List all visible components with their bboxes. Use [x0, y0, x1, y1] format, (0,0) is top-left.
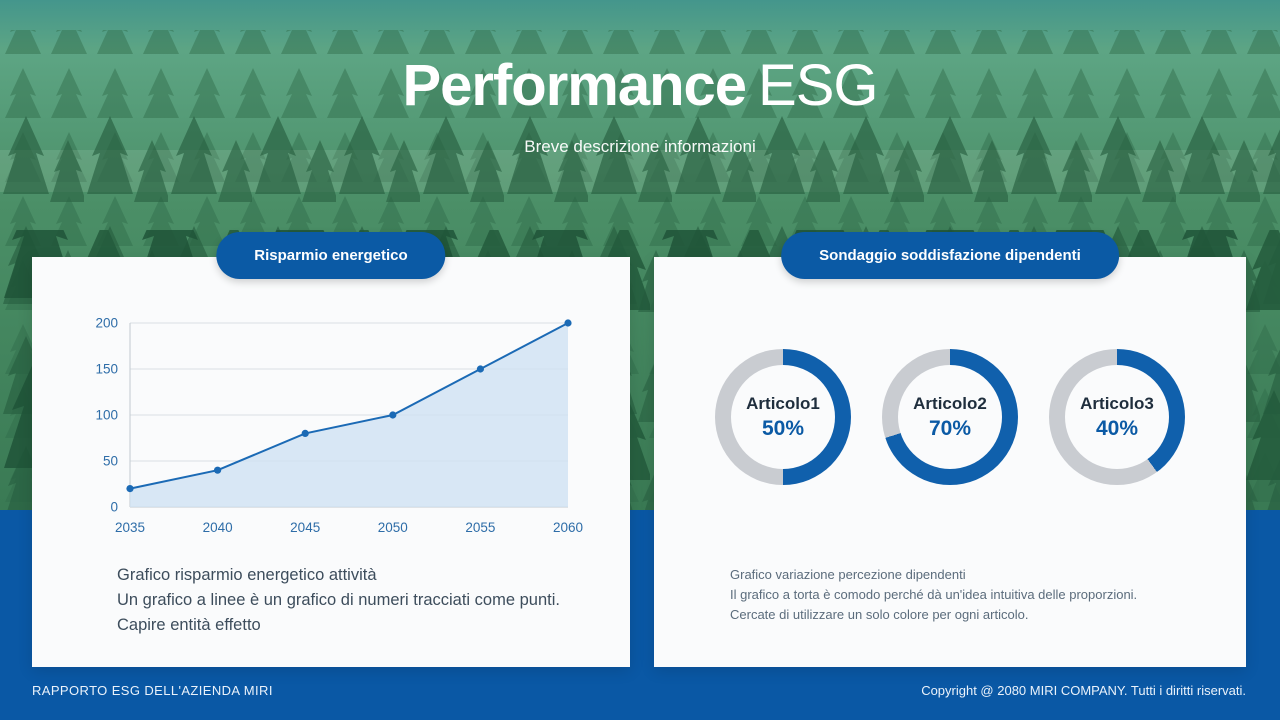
footer: RAPPORTO ESG DELL'AZIENDA MIRI Copyright… — [32, 683, 1246, 698]
energy-chart-description: Grafico risparmio energetico attività Un… — [32, 563, 630, 638]
donut-value: 40% — [1095, 416, 1139, 440]
donut-chart-articolo2: Articolo2 70% — [882, 349, 1018, 485]
svg-text:2035: 2035 — [115, 520, 145, 535]
description-line: Grafico variazione percezione dipendenti — [730, 567, 966, 582]
page-subtitle: Breve descrizione informazioni — [524, 137, 756, 156]
donut-value: 70% — [928, 416, 972, 440]
svg-text:2050: 2050 — [378, 520, 408, 535]
donut-chart-articolo1: Articolo1 50% — [715, 349, 851, 485]
survey-chart-description: Grafico variazione percezione dipendenti… — [654, 565, 1246, 625]
description-line: Un grafico a linee è un grafico di numer… — [117, 591, 560, 609]
employee-survey-card: Sondaggio soddisfazione dipendenti Artic… — [654, 232, 1246, 667]
employee-survey-badge: Sondaggio soddisfazione dipendenti — [781, 232, 1119, 279]
footer-report-title: RAPPORTO ESG DELL'AZIENDA MIRI — [32, 683, 273, 698]
title-light: ESG — [758, 53, 878, 118]
energy-line-chart: 0 50 100 150 200 2035 2040 2045 2050 2055 2060 — [95, 316, 583, 536]
svg-text:200: 200 — [95, 316, 118, 331]
svg-text:50: 50 — [103, 454, 118, 469]
energy-savings-badge: Risparmio energetico — [216, 232, 446, 279]
svg-text:100: 100 — [95, 408, 118, 423]
svg-text:2060: 2060 — [553, 520, 583, 535]
footer-copyright: Copyright @ 2080 MIRI COMPANY. Tutti i d… — [921, 683, 1246, 698]
svg-text:2040: 2040 — [203, 520, 233, 535]
description-line: Il grafico a torta è comodo perché dà un… — [730, 587, 1138, 602]
description-line: Grafico risparmio energetico attività — [117, 566, 377, 584]
donut-chart-articolo3: Articolo3 40% — [1049, 349, 1185, 485]
energy-savings-card: Risparmio energetico 0 50 100 150 200 2035 204… — [32, 232, 630, 667]
svg-text:0: 0 — [110, 500, 118, 515]
donut-chart-row: Articolo1 50% Articolo2 70% Articolo3 40… — [654, 349, 1246, 485]
page-title: Performance ESG — [0, 52, 1280, 119]
title-bold: Performance — [402, 53, 747, 118]
donut-label: Articolo2 — [913, 393, 987, 413]
svg-text:2055: 2055 — [465, 520, 495, 535]
donut-value: 50% — [761, 416, 805, 440]
donut-hole: Articolo3 40% — [1065, 365, 1169, 469]
svg-text:150: 150 — [95, 362, 118, 377]
donut-label: Articolo1 — [746, 393, 820, 413]
description-line: Capire entità effetto — [117, 616, 261, 634]
donut-label: Articolo3 — [1080, 393, 1154, 413]
donut-hole: Articolo2 70% — [898, 365, 1002, 469]
hero-text: Performance ESG Breve descrizione informa… — [0, 0, 1280, 157]
svg-text:2045: 2045 — [290, 520, 320, 535]
description-line: Cercate di utilizzare un solo colore per… — [730, 607, 1029, 622]
donut-hole: Articolo1 50% — [731, 365, 835, 469]
